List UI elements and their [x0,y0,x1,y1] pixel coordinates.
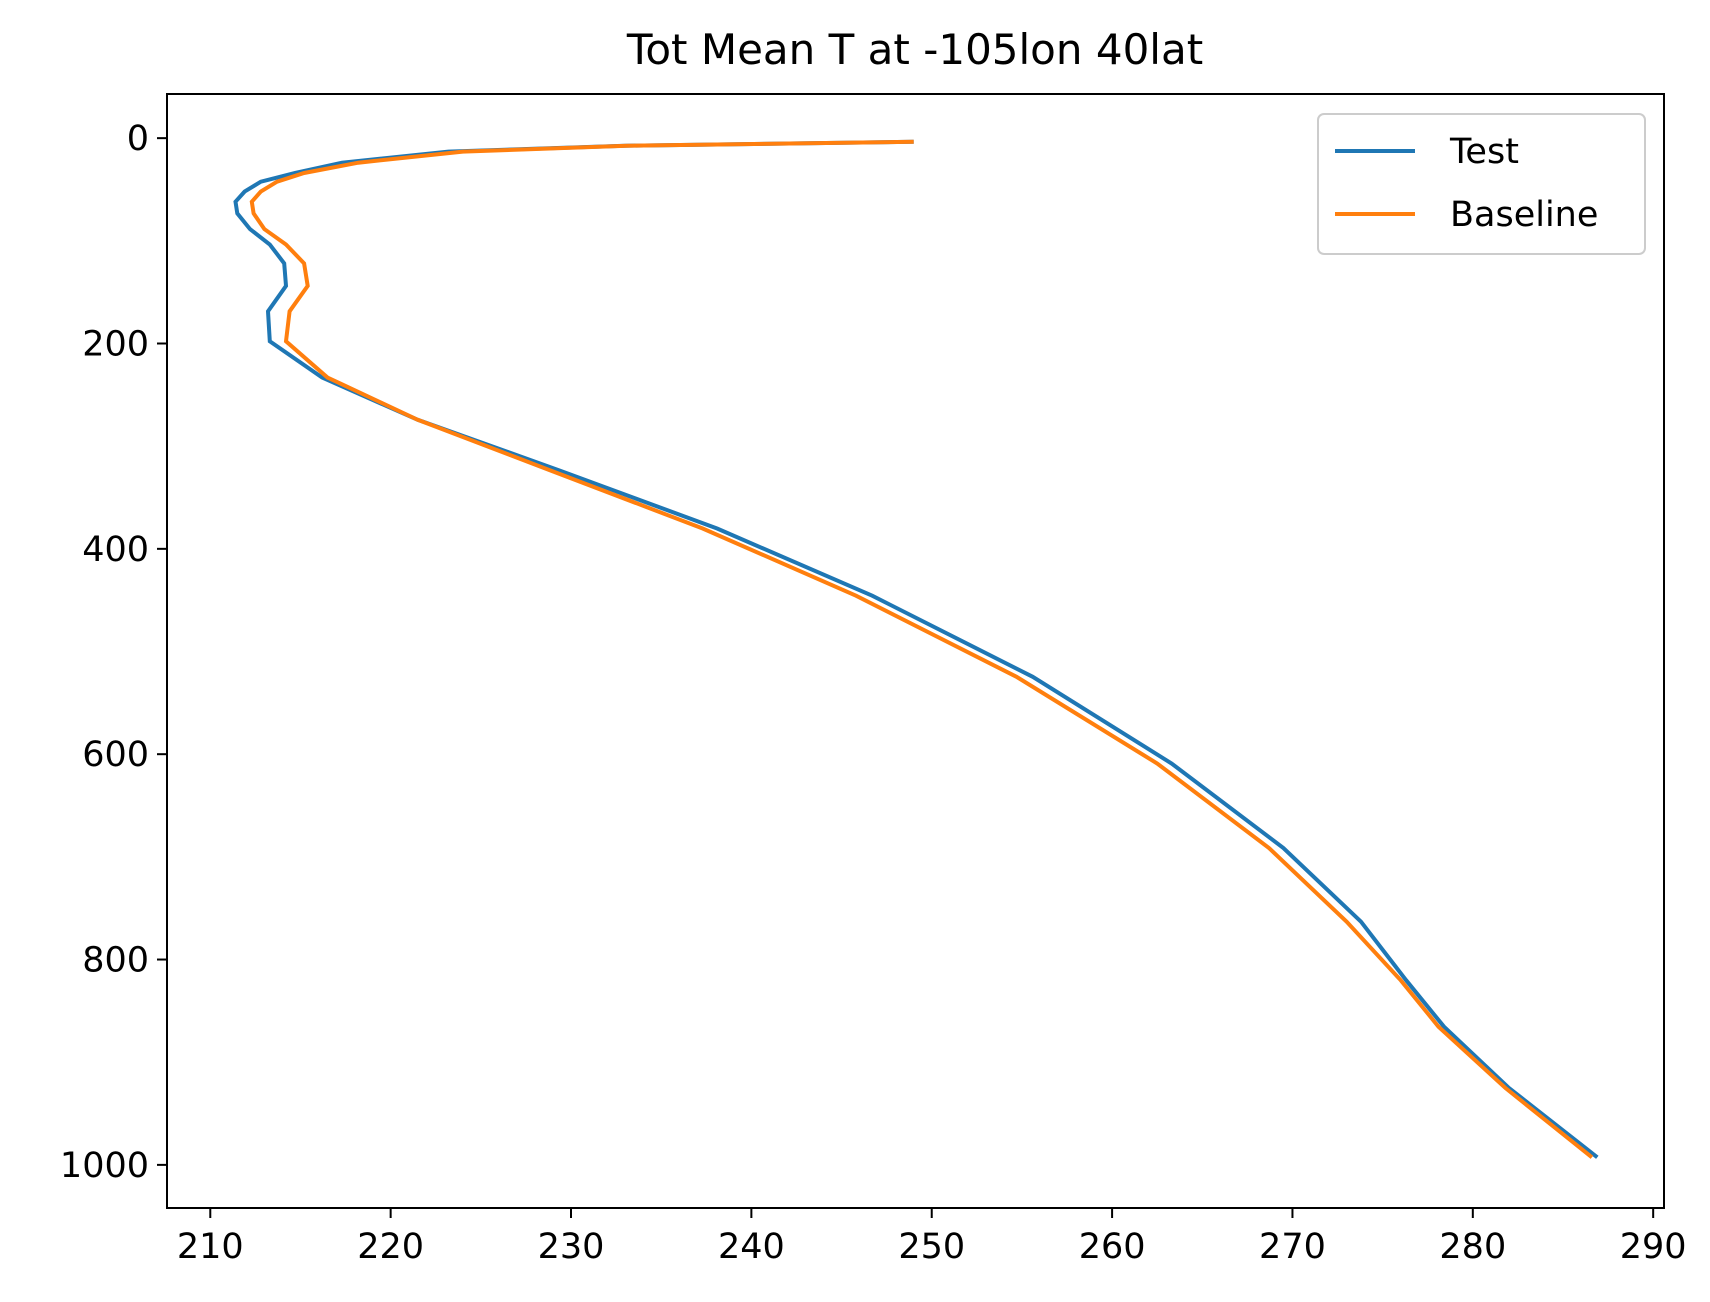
y-tick-label: 0 [127,119,149,159]
x-tick-label: 250 [898,1227,965,1267]
y-tick-label: 800 [82,941,149,981]
x-tick-label: 270 [1259,1227,1326,1267]
x-tick-label: 220 [357,1227,424,1267]
x-tick-label: 260 [1079,1227,1146,1267]
series-layer [233,139,1599,1159]
plot-frame [166,93,1665,1209]
y-tick-label: 600 [82,735,149,775]
chart-title: Tot Mean T at -105lon 40lat [626,25,1203,74]
legend-label-test: Test [1449,132,1519,172]
series-line-baseline [249,139,1594,1159]
x-tick-label: 210 [177,1227,244,1267]
y-tick-label: 200 [82,324,149,364]
series-line-test [233,139,1599,1159]
legend: Test Baseline [1317,113,1646,255]
x-tick-label: 290 [1620,1227,1687,1267]
y-tick-label: 1000 [60,1146,149,1186]
y-tick-label: 400 [82,530,149,570]
x-tick-label: 230 [538,1227,605,1267]
axis-layer: 210 220 230 240 250 260 270 280 290 0 200 400 600 800… [60,119,1687,1267]
legend-label-baseline: Baseline [1450,195,1598,235]
x-tick-label: 240 [718,1227,785,1267]
x-tick-label: 280 [1439,1227,1506,1267]
